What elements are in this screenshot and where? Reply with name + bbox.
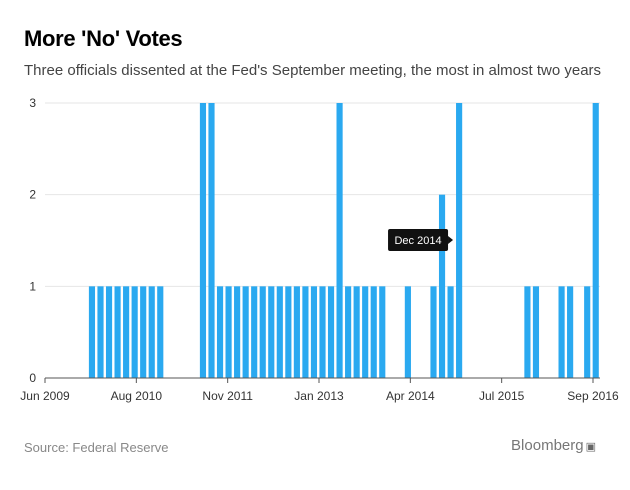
bar <box>362 286 369 378</box>
bar <box>208 103 215 378</box>
y-tick-label: 1 <box>29 279 36 293</box>
bar <box>131 286 138 378</box>
x-tick-label: Nov 2011 <box>202 389 253 403</box>
bar <box>225 286 232 378</box>
bar <box>123 286 130 378</box>
bar <box>379 286 386 378</box>
bloomberg-logo: Bloomberg ▣ <box>511 437 596 454</box>
bar <box>558 286 565 378</box>
chart-subtitle: Three officials dissented at the Fed's S… <box>24 62 602 79</box>
bar <box>285 286 292 378</box>
bar <box>353 286 360 378</box>
bar <box>430 286 437 378</box>
bar <box>404 286 411 378</box>
source-note: Source: Federal Reserve <box>24 440 169 455</box>
bar <box>327 286 335 378</box>
bar <box>105 286 113 378</box>
bar <box>88 286 96 378</box>
bar <box>216 286 224 378</box>
bar <box>592 103 599 378</box>
bar <box>447 286 454 378</box>
bar <box>524 286 531 378</box>
bar <box>310 286 318 378</box>
bar <box>259 286 266 378</box>
bar <box>567 286 574 378</box>
bar <box>140 286 147 378</box>
bar <box>97 286 104 378</box>
x-tick-label: Jun 2009 <box>20 389 70 403</box>
bar <box>370 286 377 378</box>
bloomberg-mark-icon: ▣ <box>585 441 596 453</box>
y-tick-label: 2 <box>29 188 36 202</box>
bar <box>114 286 121 378</box>
bar <box>276 286 283 378</box>
bar <box>234 286 241 378</box>
bar <box>584 286 591 378</box>
bar <box>242 286 249 378</box>
y-tick-label: 3 <box>29 96 36 110</box>
bar <box>319 286 326 378</box>
chart-title: More 'No' Votes <box>24 26 183 51</box>
x-tick-label: Aug 2010 <box>111 389 163 403</box>
bar <box>148 286 155 378</box>
x-tick-label: Jan 2013 <box>294 389 344 403</box>
y-tick-label: 0 <box>29 371 36 385</box>
bar <box>268 286 275 378</box>
x-tick-label: Sep 2016 <box>567 389 619 403</box>
bar <box>293 286 300 378</box>
bar <box>199 103 207 378</box>
bar <box>438 194 446 378</box>
bar <box>532 286 540 378</box>
tooltip-label: Dec 2014 <box>394 235 441 247</box>
tooltip-pointer <box>448 236 454 244</box>
bar <box>157 286 164 378</box>
tooltip-box <box>388 229 449 251</box>
brand-name: Bloomberg <box>511 437 584 454</box>
bar <box>336 103 343 378</box>
x-tick-label: Apr 2014 <box>386 389 435 403</box>
bar <box>345 286 352 378</box>
bar <box>456 103 463 378</box>
bar <box>251 286 258 378</box>
bar <box>302 286 309 378</box>
x-tick-label: Jul 2015 <box>479 389 525 403</box>
